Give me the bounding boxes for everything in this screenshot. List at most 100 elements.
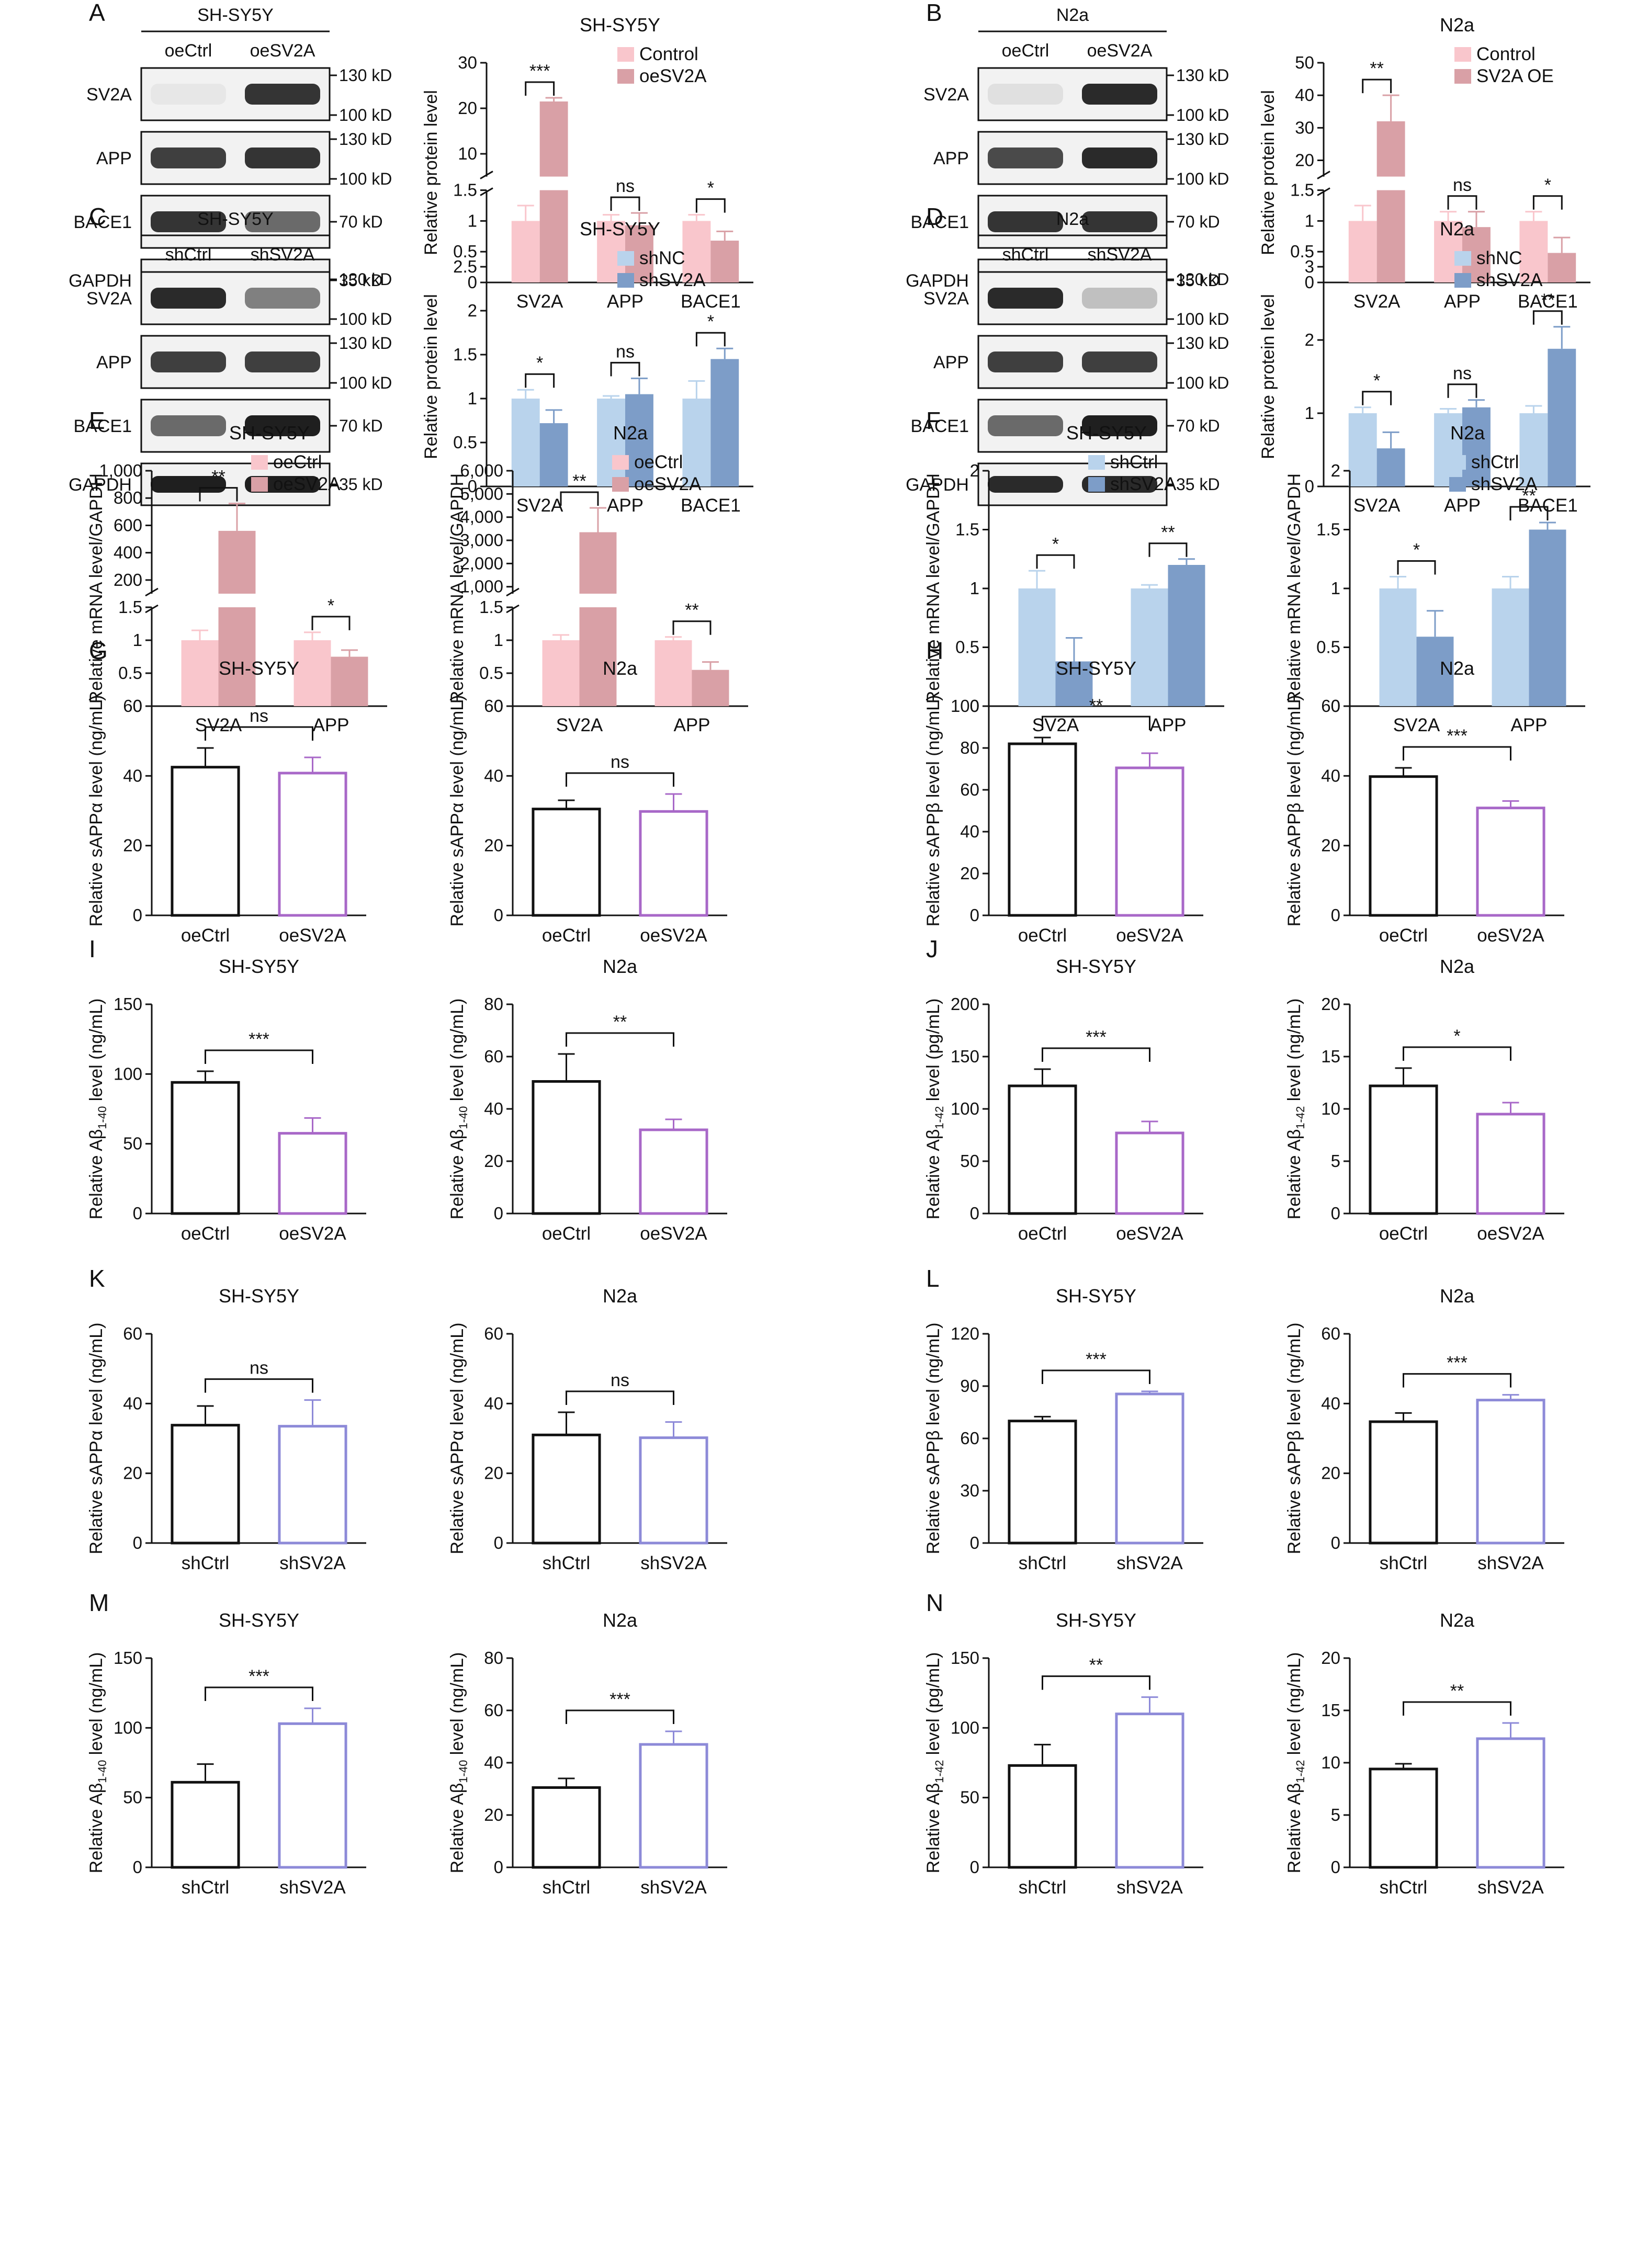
chart-title: SH-SY5Y [229, 422, 310, 444]
y-axis-label: Relative Aβ1-40 level (ng/mL) [86, 999, 109, 1220]
y-axis: 0 20 40 60 80 100 [951, 696, 990, 925]
significance-bracket [1042, 1675, 1150, 1690]
significance-label: *** [1447, 1353, 1468, 1373]
significance-label: ns [616, 342, 635, 361]
x-tick-label: oeSV2A [279, 925, 346, 946]
y-tick-label: 30 [1295, 118, 1314, 137]
bar [532, 1433, 601, 1545]
y-tick-label: 60 [1321, 1324, 1340, 1343]
x-tick-label: shSV2A [279, 1877, 346, 1898]
y-tick-label: 1,000 [460, 577, 503, 596]
y-axis-label: Relative sAPPβ level (ng/mL) [1284, 1323, 1304, 1555]
blot-band [245, 351, 320, 372]
significance-bracket [1509, 506, 1549, 520]
panel-label-G: G [89, 637, 108, 664]
western-blot-2: SH-SY5Y shCtrl shSV2A SV2A 130 kD 100 kD APP 13… [69, 209, 392, 506]
significance-bracket [566, 772, 674, 787]
chart-simple-7-0: SH-SY5Y 0 20 40 60 80 100 Relative sAPPβ level … [923, 657, 1203, 946]
y-tick-label: 0 [970, 1857, 979, 1877]
y-tick-label: 1.5 [118, 597, 142, 617]
blot-band [988, 84, 1063, 105]
bar [1548, 253, 1576, 282]
y-axis: 0 0.5 1 1.5 10 20 30 [453, 53, 493, 292]
molecular-weight-marker: 130 kD [339, 130, 392, 149]
significance-label: ** [685, 600, 698, 620]
y-tick-label: 100 [951, 1099, 979, 1118]
molecular-weight-marker: 130 kD [1176, 334, 1229, 353]
x-tick-label: SV2A [195, 715, 242, 735]
x-tick-label: shSV2A [279, 1553, 346, 1573]
molecular-weight-marker: 100 kD [339, 373, 392, 392]
y-axis: 0 20 40 60 80 [484, 994, 514, 1223]
y-axis: 0 30 60 90 120 [951, 1324, 990, 1552]
bar [1529, 529, 1566, 706]
y-axis-label: Relative Aβ1-42 level (ng/mL) [1284, 999, 1307, 1220]
y-tick-label: 0.5 [118, 663, 142, 683]
bar [1492, 588, 1529, 706]
x-tick-label: APP [607, 291, 644, 312]
x-tick-label: oeSV2A [1116, 1223, 1183, 1244]
legend-label: oeSV2A [634, 474, 702, 494]
blot-group-label: oeSV2A [250, 41, 315, 61]
chart-title: N2a [603, 657, 638, 679]
y-tick-label: 5 [1331, 1151, 1340, 1171]
x-tick-label: APP [1149, 715, 1186, 735]
bar [1369, 1084, 1438, 1215]
chart-grouped-5-0: SH-SY5Y 0 0.5 1 1.5 2 Relative mRNA level/GAPD… [923, 422, 1224, 735]
significance-bracket [1532, 310, 1563, 325]
significance-label: ** [613, 1012, 627, 1032]
chart-grouped-2: SH-SY5Y 0 0.5 1 1.5 2 2.5 Relative protein leve… [421, 218, 753, 516]
significance-bracket [1403, 1046, 1511, 1061]
axis-break-mark [506, 587, 520, 597]
bar [1018, 588, 1056, 706]
bar [278, 772, 347, 917]
significance-bracket [1397, 560, 1436, 575]
y-axis: 0 1 2 3 [1305, 257, 1325, 496]
molecular-weight-marker: 35 kD [1176, 271, 1220, 290]
bar [171, 1424, 240, 1545]
y-tick-label: 20 [1321, 994, 1340, 1014]
y-tick-label: 40 [484, 1753, 503, 1772]
bar [1369, 1420, 1438, 1545]
y-axis: 0 0.5 1 1.5 2 [955, 461, 990, 716]
legend-label: oeCtrl [634, 452, 683, 472]
molecular-weight-marker: 130 kD [1176, 130, 1229, 149]
bar [692, 670, 729, 706]
chart-simple-6-1: N2a 0 20 40 60 Relative sAPPα level (ng/mL) oe… [447, 657, 727, 946]
molecular-weight-marker: 130 kD [1176, 270, 1229, 289]
bar [1416, 637, 1454, 706]
chart-title: SH-SY5Y [1056, 956, 1136, 977]
axis-break-mark [480, 171, 493, 179]
y-tick-label: 40 [484, 1099, 503, 1118]
bar [710, 359, 739, 486]
x-tick-label: shSV2A [640, 1553, 707, 1573]
significance-bracket [566, 1032, 674, 1047]
chart-simple-10-0: SH-SY5Y 0 20 40 60 Relative sAPPα level (ng/m… [86, 1285, 366, 1573]
y-axis-label: Relative protein level [421, 294, 441, 459]
y-axis-label: Relative mRNA level/GAPDH [86, 473, 106, 704]
legend-swatch [617, 69, 634, 84]
molecular-weight-marker: 130 kD [339, 270, 392, 289]
legend-swatch [1454, 69, 1471, 84]
significance-bracket [610, 361, 640, 377]
y-tick-label: 800 [114, 488, 142, 507]
y-tick-label: 90 [960, 1376, 979, 1396]
x-tick-label: oeCtrl [181, 925, 230, 946]
chart-title: N2a [603, 1285, 638, 1307]
bar [171, 1081, 240, 1215]
blot-group-label: oeSV2A [1087, 41, 1153, 61]
blot-group-label: oeCtrl [165, 41, 212, 61]
blot-band [151, 351, 226, 372]
blot-cell-line: SH-SY5Y [197, 209, 274, 229]
blot-row-label: GAPDH [69, 475, 132, 495]
bar [1376, 121, 1405, 177]
blot-row-label: APP [933, 353, 969, 372]
bar [1476, 1737, 1545, 1869]
significance-bracket [1532, 195, 1563, 210]
bar [1369, 775, 1438, 917]
y-tick-label: 400 [114, 543, 142, 562]
bar [1434, 413, 1462, 486]
significance-bracket [199, 487, 238, 502]
significance-label: *** [529, 61, 550, 81]
